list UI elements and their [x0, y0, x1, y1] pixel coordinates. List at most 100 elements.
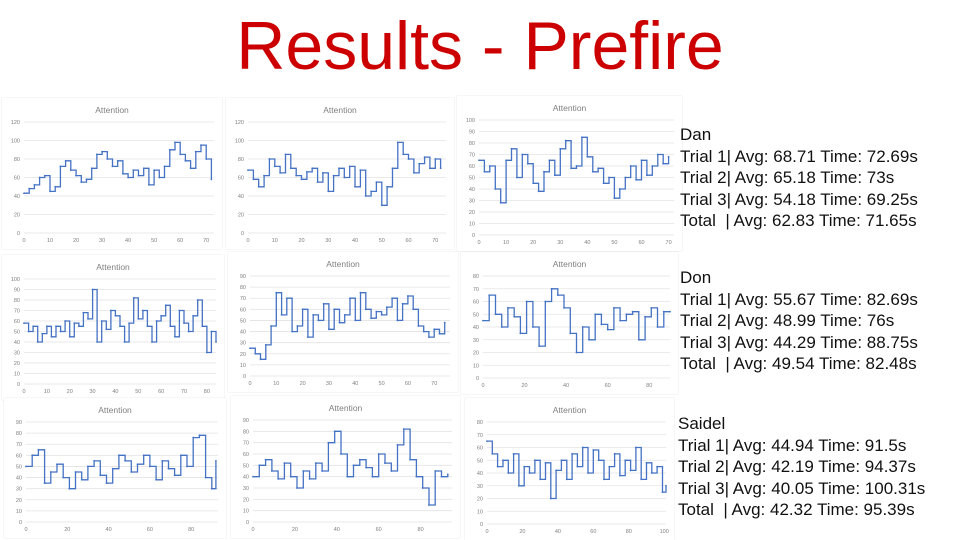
data-point [656, 153, 659, 156]
data-point [192, 436, 195, 439]
x-tick-label: 40 [125, 238, 131, 244]
data-point [650, 306, 653, 309]
data-point [543, 170, 545, 173]
data-point [523, 465, 526, 468]
y-tick-label: 90 [16, 420, 22, 426]
y-tick-label: 80 [240, 285, 246, 291]
summary-dan: Dan Trial 1| Avg: 68.71 Time: 72.69s Tri… [680, 124, 918, 232]
x-tick-label: 30 [99, 238, 105, 244]
y-tick-label: 100 [235, 139, 244, 145]
data-point [662, 310, 665, 313]
x-tick-label: 40 [555, 529, 561, 535]
y-tick-label: 70 [14, 309, 20, 315]
data-point [581, 446, 584, 449]
data-point [258, 464, 261, 467]
chart-don-trial-3: Attention 0 10 20 30 40 50 60 70 80 0 20 40 60 80 [461, 252, 678, 394]
x-tick-label: 20 [530, 240, 536, 246]
y-tick-label: 120 [11, 120, 20, 126]
data-point [483, 170, 486, 173]
x-tick-label: 40 [563, 383, 569, 389]
y-tick-label: 10 [469, 222, 475, 228]
data-point [201, 325, 204, 328]
data-point [565, 478, 568, 481]
data-point [296, 487, 298, 489]
data-point [43, 482, 46, 485]
x-tick-label: 70 [666, 240, 672, 246]
data-point [164, 304, 167, 307]
y-tick-label: 30 [473, 338, 479, 344]
data-point [184, 159, 187, 162]
data-point [571, 452, 573, 455]
data-point [314, 462, 317, 464]
y-tick-label: 40 [469, 187, 475, 193]
data-point [38, 176, 41, 179]
data-point [215, 341, 217, 343]
data-point [301, 308, 304, 311]
data-point [106, 158, 109, 160]
data-point [640, 159, 643, 162]
attention-chart: Attention 0 10 20 30 40 50 60 70 80 90 0 20 40 60 80 [243, 403, 452, 533]
x-tick-label: 50 [379, 238, 385, 244]
data-point [581, 136, 583, 139]
x-tick-label: 0 [477, 240, 480, 246]
data-point [518, 484, 520, 487]
x-tick-label: 10 [44, 389, 50, 395]
attention-chart: Attention 0 10 20 30 40 50 60 70 80 0 20 40 60 80 [473, 259, 671, 389]
chart-title: Attention [96, 262, 130, 272]
data-point [526, 162, 529, 165]
y-tick-label: 30 [240, 341, 246, 347]
data-point [283, 462, 286, 464]
data-point [550, 287, 553, 290]
data-point [163, 165, 166, 168]
data-point [338, 321, 341, 324]
data-point [656, 326, 659, 328]
y-tick-label: 20 [469, 210, 475, 216]
data-point [576, 465, 579, 468]
data-point [396, 141, 399, 144]
x-tick-label: 50 [379, 381, 385, 387]
data-point [587, 472, 589, 474]
data-point [386, 185, 389, 188]
x-tick-label: 60 [177, 238, 183, 244]
y-tick-label: 10 [473, 363, 479, 369]
data-point [375, 310, 378, 313]
data-point [174, 141, 176, 144]
data-point [402, 428, 405, 430]
x-tick-label: 0 [481, 383, 484, 389]
attention-series-line [26, 434, 217, 490]
data-point [160, 314, 163, 317]
data-point [137, 318, 140, 320]
data-point [137, 174, 140, 177]
y-tick-label: 70 [477, 433, 483, 439]
data-point [132, 297, 135, 299]
x-tick-label: 40 [106, 527, 112, 533]
total-line: Total | Avg: 49.54 Time: 82.48s [680, 354, 917, 373]
data-point [111, 467, 114, 470]
x-tick-label: 0 [246, 238, 249, 244]
data-point [295, 174, 298, 177]
data-point [525, 300, 528, 303]
x-tick-label: 10 [272, 238, 278, 244]
data-point [625, 313, 628, 316]
data-point [146, 325, 149, 328]
data-point [544, 461, 547, 464]
data-point [291, 330, 294, 333]
data-point [268, 158, 271, 160]
chart-title: Attention [98, 405, 132, 415]
y-tick-label: 40 [14, 340, 20, 346]
data-point [116, 159, 119, 162]
data-point [603, 478, 605, 481]
x-tick-label: 80 [418, 527, 424, 533]
x-tick-label: 100 [660, 529, 669, 535]
chart-title: Attention [323, 105, 357, 115]
data-point [553, 174, 556, 177]
x-tick-label: 0 [22, 389, 25, 395]
data-point [417, 325, 420, 327]
data-point [322, 171, 324, 174]
data-point [482, 319, 484, 322]
y-tick-label: 10 [240, 363, 246, 369]
data-point [111, 165, 114, 168]
data-point [592, 449, 595, 451]
data-point [586, 155, 589, 158]
x-tick-label: 60 [405, 238, 411, 244]
